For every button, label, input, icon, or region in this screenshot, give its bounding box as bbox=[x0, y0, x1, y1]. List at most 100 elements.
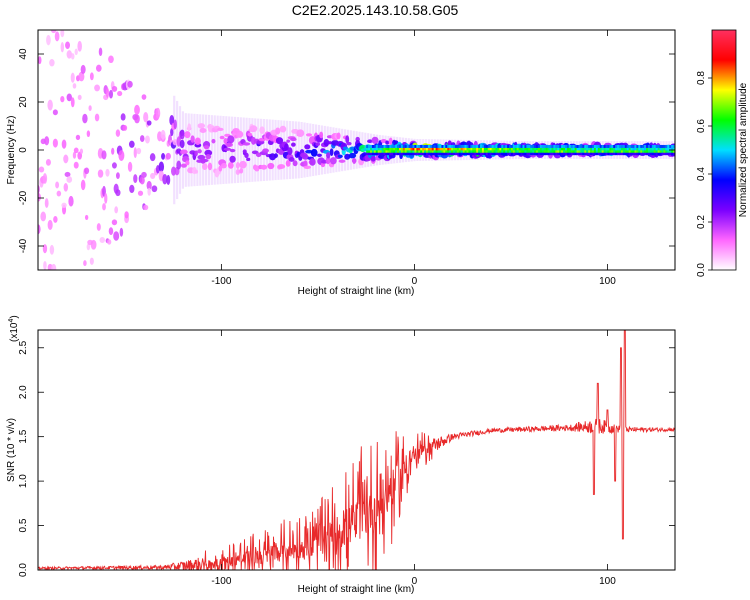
heatmap-cell bbox=[150, 172, 156, 179]
heatmap-band bbox=[595, 152, 599, 156]
heatmap-cell bbox=[185, 160, 190, 166]
heatmap-band bbox=[464, 144, 467, 148]
heatmap-band bbox=[534, 147, 537, 151]
heatmap-band bbox=[568, 152, 572, 156]
heatmap-band bbox=[443, 147, 446, 151]
snr-xlabel: Height of straight line (km) bbox=[298, 584, 415, 595]
heatmap-band bbox=[412, 147, 415, 151]
heatmap-band bbox=[630, 144, 634, 148]
heatmap-band bbox=[395, 152, 398, 156]
heatmap-band bbox=[653, 149, 657, 153]
heatmap-band bbox=[412, 149, 415, 153]
heatmap-band bbox=[476, 147, 479, 151]
heatmap-band bbox=[425, 152, 429, 156]
heatmap-cell bbox=[101, 150, 107, 160]
heatmap-band bbox=[649, 149, 653, 153]
heatmap-cell bbox=[229, 148, 236, 153]
heatmap-band bbox=[373, 144, 377, 148]
heatmap-band bbox=[404, 147, 408, 151]
heatmap-band bbox=[480, 149, 483, 153]
heatmap-cell bbox=[309, 158, 316, 166]
heatmap-band bbox=[414, 147, 417, 151]
heatmap-band bbox=[564, 149, 568, 153]
heatmap-band bbox=[646, 147, 649, 151]
heatmap-cell bbox=[255, 152, 262, 158]
heatmap-band bbox=[605, 152, 608, 156]
heatmap-band bbox=[397, 149, 400, 153]
heatmap-band bbox=[541, 147, 545, 151]
heatmap-band bbox=[472, 144, 475, 148]
heatmap-band bbox=[564, 147, 568, 151]
heatmap-cell bbox=[75, 134, 81, 140]
heatmap-band bbox=[667, 149, 670, 153]
heatmap-band bbox=[379, 149, 383, 153]
heatmap-cell bbox=[161, 152, 166, 160]
heatmap-cell bbox=[86, 243, 91, 251]
heatmap-band bbox=[566, 149, 570, 153]
heatmap-band bbox=[402, 147, 406, 151]
heatmap-band bbox=[404, 144, 408, 148]
heatmap-band bbox=[661, 147, 664, 151]
heatmap-band bbox=[665, 149, 668, 153]
heatmap-cell bbox=[194, 137, 201, 145]
heatmap-cell bbox=[94, 84, 101, 92]
heatmap-band bbox=[404, 152, 408, 156]
heatmap-cell bbox=[83, 260, 87, 267]
svg-text:(x104): (x104) bbox=[8, 315, 20, 342]
heatmap-cell bbox=[320, 162, 326, 168]
heatmap-cell bbox=[141, 94, 147, 100]
heatmap-band bbox=[640, 152, 643, 156]
heatmap-band bbox=[443, 144, 446, 148]
heatmap-band bbox=[366, 147, 369, 151]
heatmap-haze bbox=[271, 119, 274, 181]
heatmap-haze bbox=[173, 95, 176, 205]
heatmap-band bbox=[371, 149, 375, 153]
heatmap-band bbox=[547, 149, 550, 153]
heatmap-band bbox=[591, 144, 595, 148]
heatmap-band bbox=[588, 147, 591, 151]
heatmap-cell bbox=[114, 206, 119, 214]
heatmap-band bbox=[507, 152, 510, 156]
heatmap-cell bbox=[187, 123, 192, 131]
heatmap-band bbox=[557, 144, 560, 148]
heatmap-band bbox=[665, 152, 668, 156]
heatmap-band bbox=[603, 149, 606, 153]
heatmap-band bbox=[389, 149, 392, 153]
heatmap-band bbox=[449, 149, 452, 153]
heatmap-band bbox=[634, 144, 637, 148]
heatmap-cell bbox=[56, 190, 62, 197]
heatmap-band bbox=[445, 144, 448, 148]
heatmap-band bbox=[526, 152, 529, 156]
heatmap-band bbox=[593, 144, 597, 148]
heatmap-band bbox=[516, 144, 520, 148]
heatmap-band bbox=[665, 147, 668, 151]
colorbar: 0.0 0.2 0.4 0.6 0.8 Normalized spectral ampl… bbox=[696, 29, 749, 277]
heatmap-band bbox=[640, 144, 643, 148]
heatmap-cell bbox=[90, 239, 97, 250]
heatmap-band bbox=[588, 144, 591, 148]
heatmap-band bbox=[379, 152, 383, 156]
heatmap-band bbox=[597, 144, 601, 148]
heatmap-band bbox=[373, 152, 377, 156]
heatmap-band bbox=[456, 149, 460, 153]
heatmap-haze bbox=[239, 117, 242, 183]
heatmap-band bbox=[371, 152, 375, 156]
heatmap-band bbox=[561, 144, 564, 148]
heatmap-band bbox=[441, 149, 444, 153]
heatmap-ytick-label: -20 bbox=[18, 190, 29, 205]
heatmap-band bbox=[620, 147, 624, 151]
heatmap-cell bbox=[134, 104, 140, 115]
heatmap-band bbox=[437, 147, 440, 151]
heatmap-band bbox=[609, 149, 612, 153]
heatmap-band bbox=[400, 149, 404, 153]
heatmap-cell bbox=[199, 127, 207, 134]
heatmap-band bbox=[481, 144, 485, 148]
heatmap-band bbox=[580, 147, 583, 151]
heatmap-band bbox=[557, 152, 560, 156]
heatmap-band bbox=[495, 149, 498, 153]
heatmap-band bbox=[626, 144, 630, 148]
heatmap-band bbox=[472, 147, 475, 151]
heatmap-cell bbox=[173, 119, 177, 130]
heatmap-cell bbox=[97, 169, 104, 178]
heatmap-band bbox=[603, 152, 606, 156]
